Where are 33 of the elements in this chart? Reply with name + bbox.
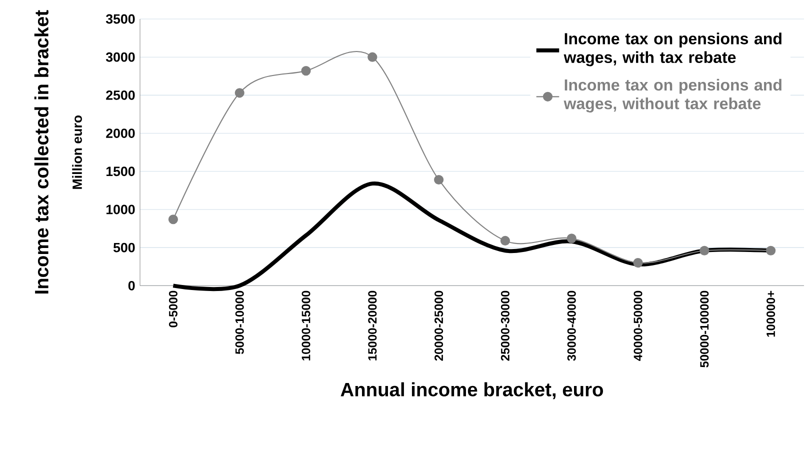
y-tick-label: 500 [113,242,135,252]
y-tick-label: 2500 [106,90,135,100]
x-tick-label: 20000-25000 [434,290,444,361]
legend-label: Income tax on pensions and wages, with tax rebate [564,32,782,66]
x-tick-label: 40000-50000 [634,290,642,361]
point [766,246,776,256]
x-tick-label: 30000-40000 [567,290,576,361]
x-tick-label: 25000-30000 [500,290,510,361]
y-tick-label: 3500 [106,14,135,24]
x-tick-label: 0-5000 [168,290,178,328]
x-tick-label: 50000-100000 [700,290,709,368]
point [633,258,643,268]
text: Million euro [72,115,82,189]
point [234,88,244,98]
x-tick-label: 15000-20000 [368,290,377,360]
legend-label: Income tax on pensions and wages, without tax rebate [564,78,782,113]
point [434,174,444,185]
point [566,234,576,244]
x-tick-label: 100000+ [766,290,776,337]
point [168,214,178,224]
y-tick-label: 0 [128,280,135,290]
y-tick-label: 2000 [106,128,135,138]
y-tick-label: 1500 [106,166,135,176]
point [500,236,510,246]
point [301,66,311,76]
x-tick-label: 5000-10000 [235,290,244,354]
y-tick-label: 1000 [106,204,135,214]
point [368,52,378,62]
y-tick-label: 3000 [106,52,135,62]
point [700,246,710,256]
x-tick-label: 10000-15000 [302,290,310,360]
x-axis-title: Annual income bracket, euro [340,382,603,400]
y-axis-title: Income tax collected in bracket [34,10,48,294]
